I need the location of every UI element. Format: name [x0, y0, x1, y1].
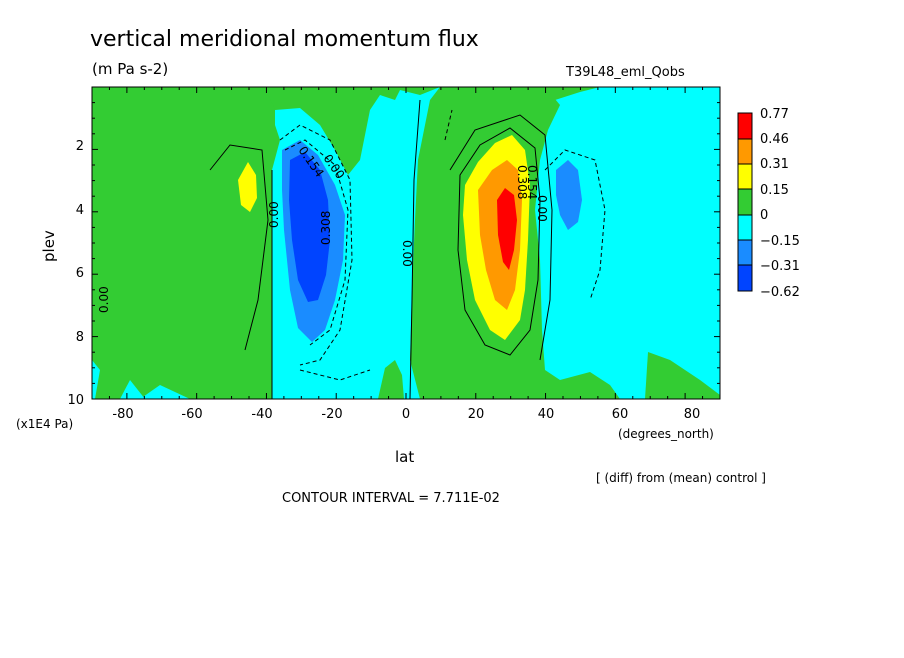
x-tick-label: 60 — [612, 407, 629, 422]
contour-label: 0.00 — [400, 240, 414, 267]
contour-label: 0.00 — [267, 201, 281, 228]
x-axis-units: (degrees_north) — [618, 427, 714, 441]
run-label: T39L48_eml_Qobs — [565, 65, 685, 80]
field-green-left — [92, 87, 280, 399]
y-tick-label: 8 — [76, 330, 84, 345]
y-tick-label: 2 — [76, 139, 84, 154]
x-tick-labels: -80 -60 -40 -20 0 20 40 60 80 — [112, 407, 700, 422]
colorbar-swatch — [737, 214, 753, 241]
contour-label: 0.00 — [535, 195, 549, 222]
field-green-bottomright — [645, 352, 720, 399]
x-tick-label: 20 — [468, 407, 485, 422]
y-tick-label: 10 — [67, 393, 84, 408]
field-green-top-center — [265, 87, 440, 175]
colorbar-label: 0.15 — [760, 183, 789, 198]
contour-label: 0.308 — [515, 165, 529, 199]
axis-ticks — [91, 86, 721, 400]
colorbar-label: −0.31 — [760, 259, 800, 274]
x-axis-label: lat — [395, 448, 414, 466]
field-cyan-leftbottom — [120, 380, 145, 399]
chart-title: vertical meridional momentum flux — [90, 27, 479, 52]
field-pos-077-right — [497, 188, 517, 270]
chart-subtitle: (m Pa s-2) — [92, 60, 168, 78]
x-tick-label: -40 — [251, 407, 272, 422]
field-neg-lobe-right — [556, 160, 582, 230]
colorbar-swatch — [737, 138, 753, 165]
field-cyan-leftedge — [92, 360, 100, 399]
colorbar-label: 0.31 — [760, 157, 789, 172]
diff-note: [ (diff) from (mean) control ] — [596, 471, 766, 485]
x-tick-label: 80 — [684, 407, 701, 422]
contour-lines — [209, 99, 606, 399]
colorbar-swatch — [737, 112, 753, 140]
plot-area: 0.00 0.154 0.00 0.308 0.00 0.00 0.308 0.… — [92, 87, 720, 399]
colorbar-swatch — [737, 239, 753, 266]
colorbar-label: −0.62 — [760, 285, 800, 300]
x-tick-label: -20 — [321, 407, 342, 422]
y-tick-label: 4 — [76, 203, 84, 218]
contour-interval: CONTOUR INTERVAL = 7.711E-02 — [282, 491, 500, 506]
y-axis-units: (x1E4 Pa) — [16, 417, 73, 431]
field-neg-062-left — [289, 152, 330, 302]
x-tick-label: 40 — [538, 407, 555, 422]
contour-label: 0.00 — [97, 286, 111, 313]
colorbar-swatch — [737, 264, 753, 292]
colorbar-label: 0.46 — [760, 132, 789, 147]
y-tick-labels: 2 4 6 8 10 — [67, 139, 84, 408]
field-green-bottomcenter — [378, 360, 404, 399]
colorbar-swatch — [737, 188, 753, 216]
colorbar-label: −0.15 — [760, 234, 800, 249]
colorbar-labels: 0.77 0.46 0.31 0.15 0 −0.15 −0.31 −0.62 — [760, 107, 800, 300]
colorbar-label: 0.77 — [760, 107, 789, 122]
y-tick-label: 6 — [76, 266, 84, 281]
x-tick-label: 0 — [402, 407, 410, 422]
contour-label: 0.308 — [319, 211, 333, 245]
x-tick-label: -60 — [181, 407, 202, 422]
colorbar — [737, 112, 753, 292]
field-green-topright — [540, 87, 600, 100]
colorbar-swatch — [737, 163, 753, 190]
contour-label: 0.154 — [525, 165, 539, 199]
y-axis-label: plev — [40, 230, 58, 262]
field-pos-lobe-left — [238, 162, 257, 212]
x-tick-label: -80 — [112, 407, 133, 422]
colorbar-label: 0 — [760, 208, 768, 223]
